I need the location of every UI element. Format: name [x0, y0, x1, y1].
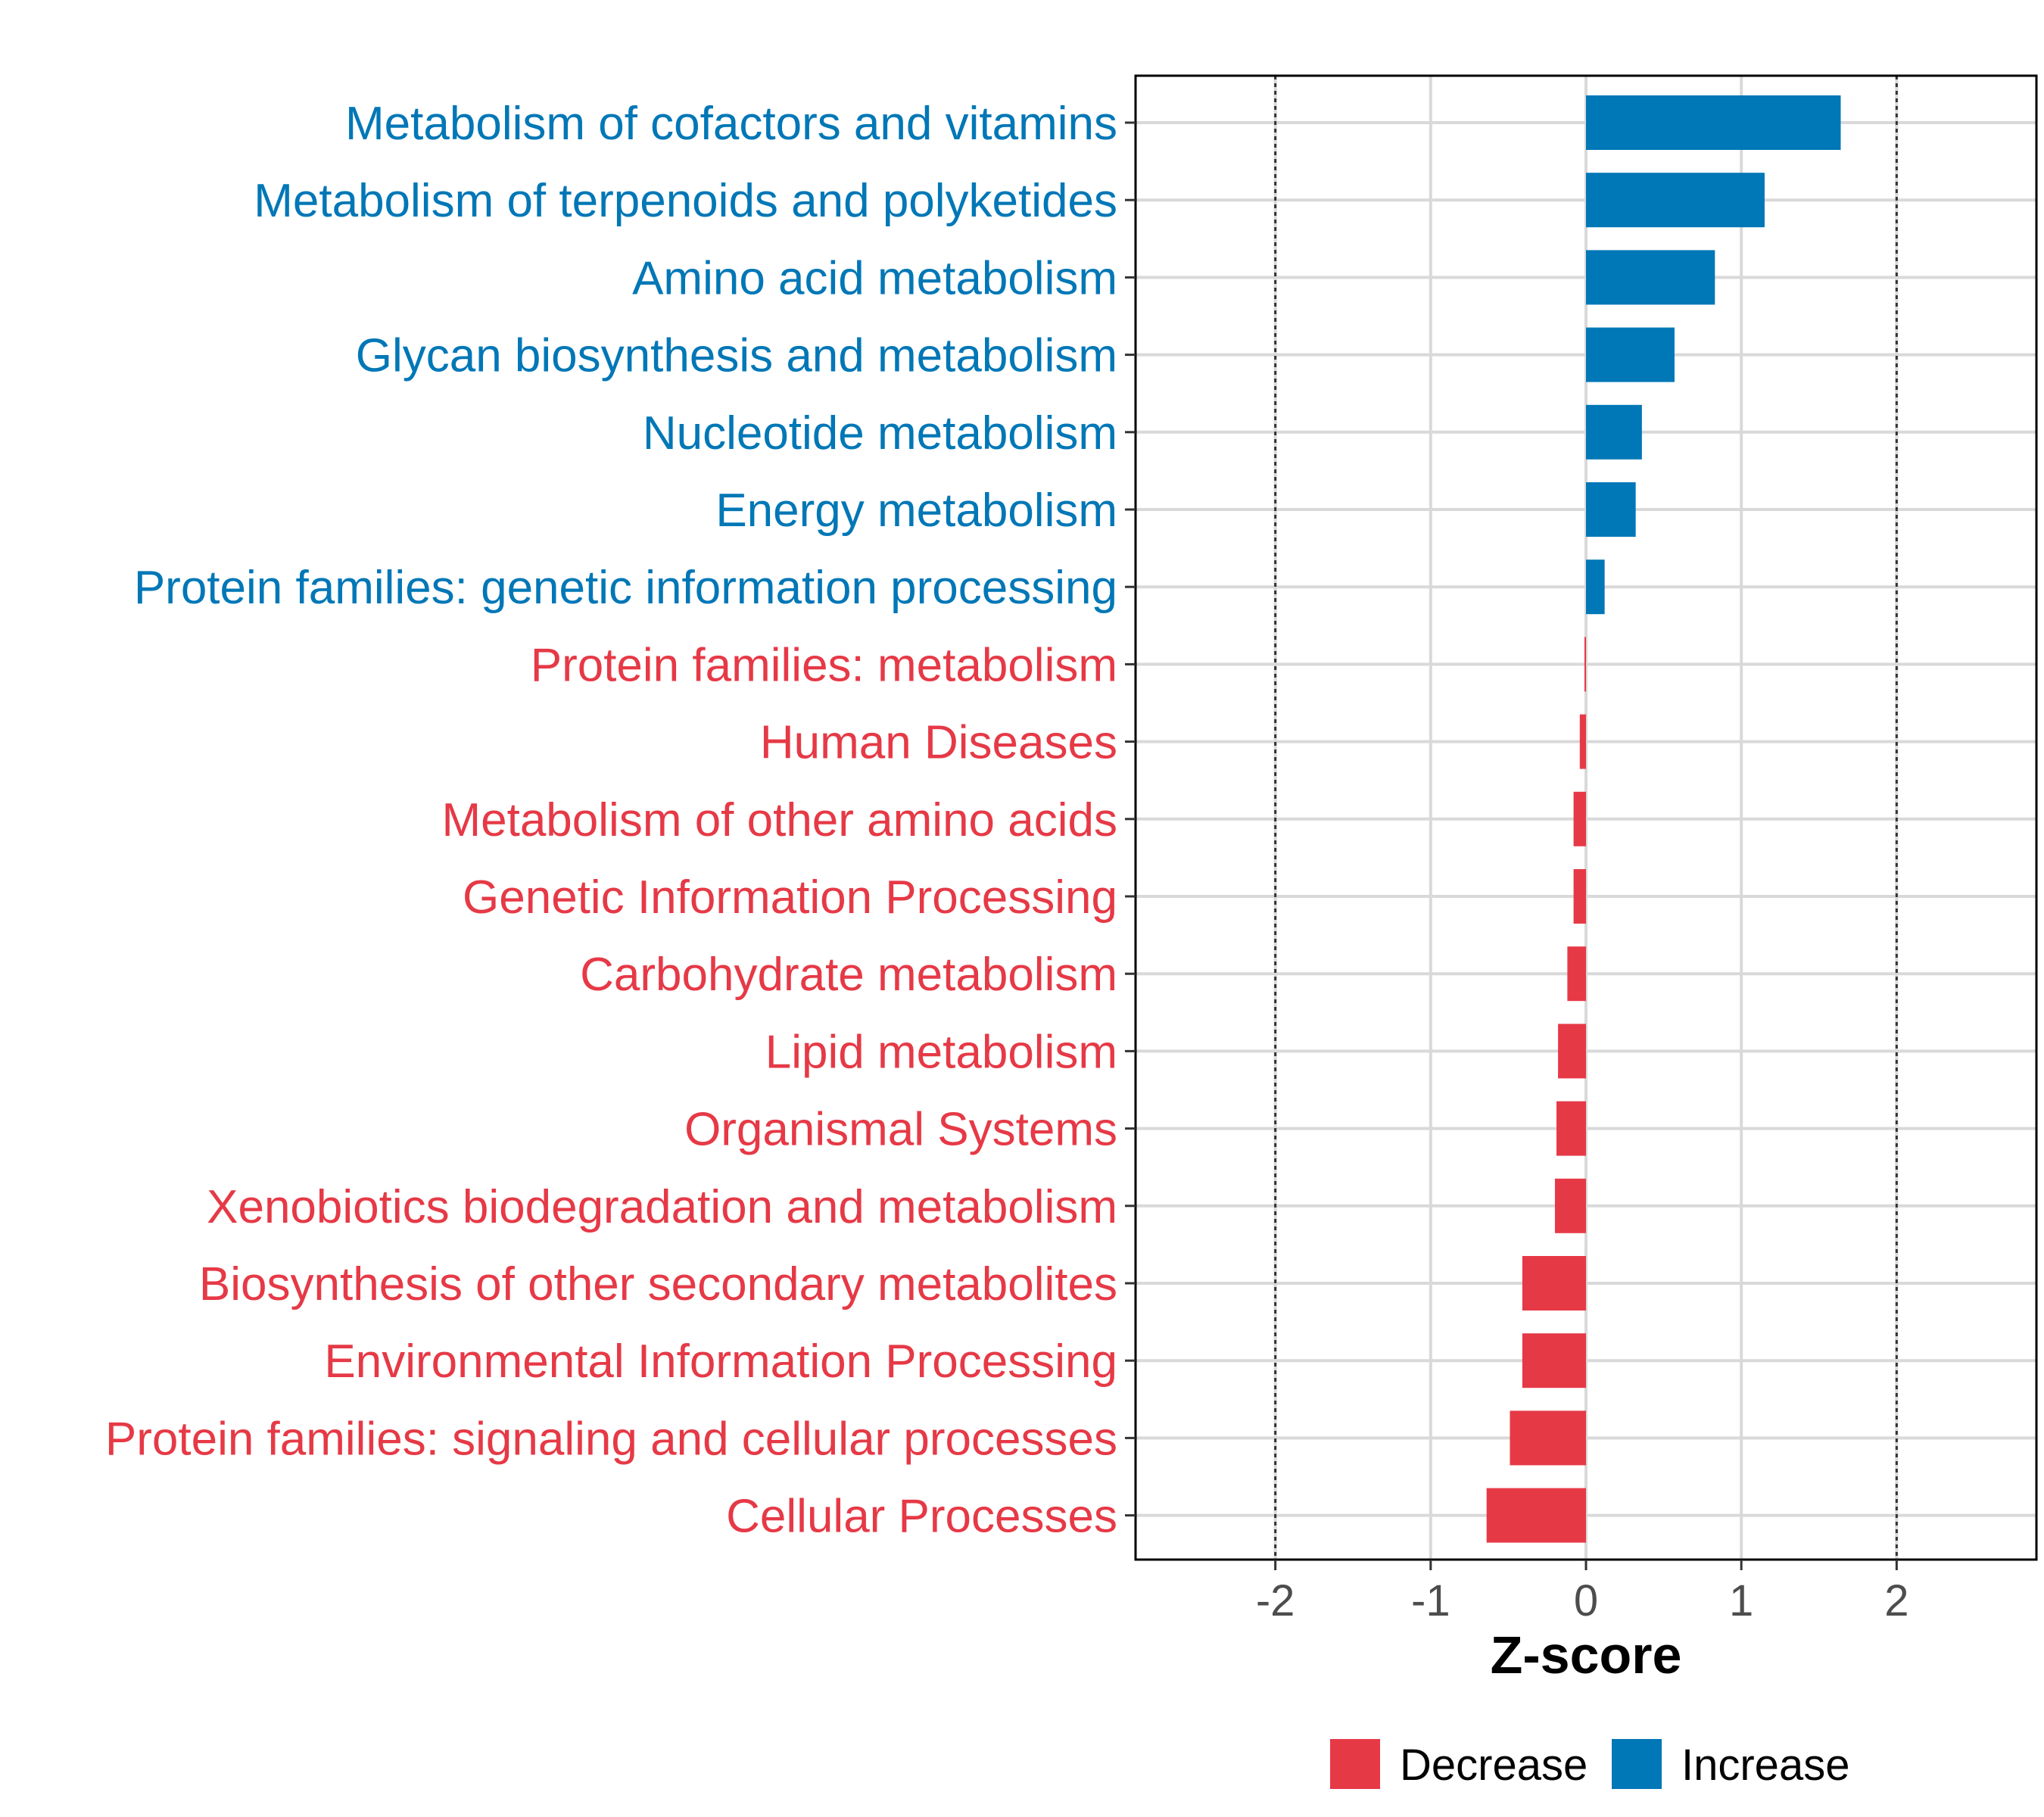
reference-lines	[1274, 76, 1898, 1560]
bars	[1486, 95, 1841, 1543]
category-label: Lipid metabolism	[765, 1026, 1117, 1078]
category-label: Metabolism of other amino acids	[441, 794, 1117, 846]
category-label: Genetic Information Processing	[463, 871, 1117, 924]
x-axis-title: Z-score	[1491, 1625, 1682, 1685]
bar	[1584, 637, 1586, 692]
bar	[1558, 1024, 1586, 1079]
category-label: Human Diseases	[760, 717, 1117, 769]
bar	[1586, 404, 1642, 460]
category-label: Amino acid metabolism	[632, 252, 1117, 304]
bar	[1579, 714, 1586, 769]
bar	[1586, 250, 1715, 305]
category-label: Xenobiotics biodegradation and metabolis…	[207, 1181, 1117, 1233]
legend-label: Increase	[1681, 1741, 1849, 1790]
bar	[1486, 1488, 1586, 1543]
x-axis-ticks: -2 -1 0 1 2	[1256, 1560, 1908, 1625]
category-label: Cellular Processes	[726, 1491, 1117, 1543]
bar	[1522, 1256, 1586, 1311]
x-tick-label: 0	[1574, 1576, 1598, 1625]
x-tick-label: -2	[1256, 1576, 1295, 1625]
category-label: Energy metabolism	[715, 485, 1117, 537]
category-label: Protein families: signaling and cellular…	[105, 1413, 1117, 1465]
x-tick-label: 2	[1884, 1576, 1908, 1625]
category-label: Environmental Information Processing	[324, 1335, 1117, 1388]
legend-swatch	[1612, 1739, 1662, 1789]
x-tick-label: -1	[1411, 1576, 1450, 1625]
bar	[1586, 559, 1605, 615]
category-label: Protein families: metabolism	[531, 639, 1117, 691]
bar	[1573, 791, 1586, 846]
bar	[1556, 1101, 1586, 1156]
bar	[1573, 869, 1586, 924]
legend-label: Decrease	[1400, 1741, 1588, 1790]
y-axis-ticks	[1125, 121, 1136, 1517]
bar	[1586, 95, 1841, 150]
x-tick-label: 1	[1729, 1576, 1753, 1625]
category-label: Biosynthesis of other secondary metaboli…	[199, 1258, 1117, 1311]
bar	[1586, 173, 1765, 228]
legend-swatch	[1330, 1739, 1380, 1789]
category-label: Glycan biosynthesis and metabolism	[356, 330, 1117, 382]
bar	[1554, 1178, 1586, 1233]
category-labels: Metabolism of cofactors and vitamins Meta…	[105, 98, 1117, 1543]
category-label: Organismal Systems	[684, 1104, 1117, 1156]
category-label: Nucleotide metabolism	[643, 407, 1117, 460]
category-label: Carbohydrate metabolism	[580, 949, 1117, 1001]
category-label: Metabolism of terpenoids and polyketides	[254, 175, 1117, 227]
legend: Decrease Increase	[1330, 1739, 1849, 1790]
bar	[1510, 1410, 1586, 1466]
bar	[1567, 946, 1586, 1002]
category-label: Metabolism of cofactors and vitamins	[345, 98, 1117, 150]
bar	[1586, 482, 1636, 537]
bar	[1522, 1333, 1586, 1388]
category-label: Protein families: genetic information pr…	[134, 562, 1117, 614]
bar	[1586, 327, 1675, 382]
